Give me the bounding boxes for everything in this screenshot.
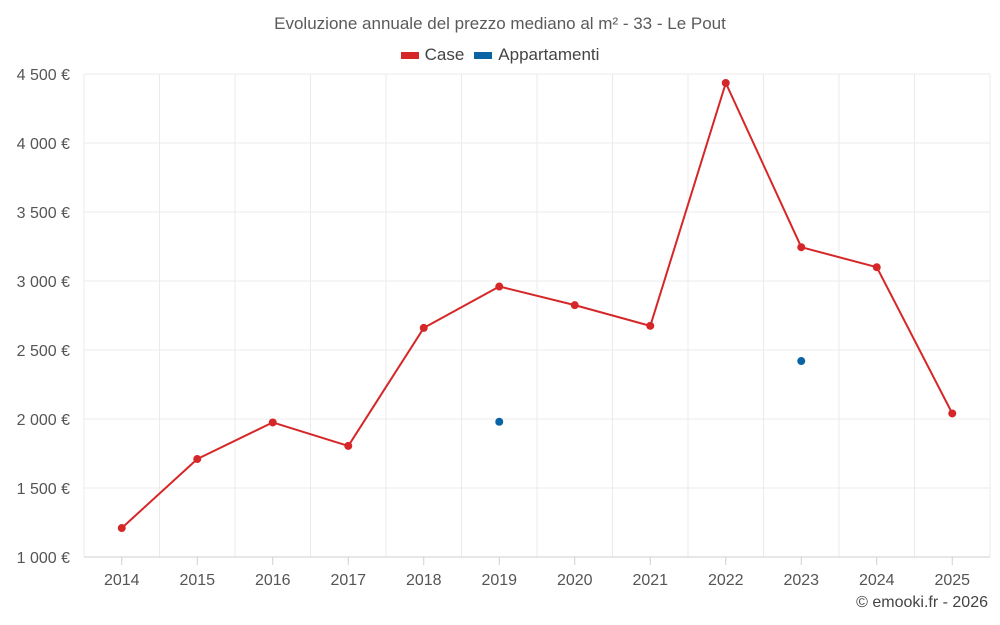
legend-swatch-appartamenti — [474, 51, 493, 59]
x-tick-label: 2018 — [406, 572, 442, 589]
x-tick-label: 2019 — [481, 572, 517, 589]
data-point-case — [872, 263, 881, 272]
legend-item-case[interactable]: Case — [400, 45, 465, 65]
y-tick-label: 1 000 € — [17, 550, 70, 567]
data-point-case — [797, 243, 806, 252]
grid — [83, 73, 991, 558]
x-tick-label: 2025 — [934, 572, 970, 589]
x-tick-label: 2023 — [783, 572, 819, 589]
x-tick-label: 2020 — [557, 572, 593, 589]
legend-label-case: Case — [424, 45, 465, 64]
data-point-appartamenti — [797, 357, 806, 366]
data-point-appartamenti — [495, 417, 504, 426]
series — [117, 78, 957, 533]
y-tick-label: 1 500 € — [17, 481, 70, 498]
legend-item-appartamenti[interactable]: Appartamenti — [474, 45, 599, 65]
legend-swatch-case — [400, 51, 419, 59]
data-point-case — [948, 409, 957, 418]
data-point-case — [721, 78, 730, 87]
data-point-case — [193, 455, 202, 464]
chart-legend: Case Appartamenti — [0, 45, 1000, 65]
y-tick-label: 3 000 € — [17, 274, 70, 291]
x-tick-label: 2022 — [708, 572, 744, 589]
data-point-case — [570, 301, 579, 310]
x-tick-label: 2017 — [330, 572, 366, 589]
data-point-case — [344, 441, 353, 450]
data-point-case — [268, 418, 277, 427]
y-tick-label: 4 500 € — [17, 67, 70, 84]
y-tick-label: 2 000 € — [17, 412, 70, 429]
data-point-case — [646, 321, 655, 330]
data-point-case — [419, 323, 428, 332]
axes: 1 000 € 1 500 € 2 000 € 2 500 € 3 000 € 3 500… — [17, 67, 990, 589]
x-tick-label: 2024 — [859, 572, 895, 589]
chart-title: Evoluzione annuale del prezzo mediano al… — [274, 14, 726, 33]
data-point-case — [495, 282, 504, 291]
y-tick-label: 4 000 € — [17, 136, 70, 153]
data-point-case — [117, 524, 126, 533]
series-line-case — [121, 82, 954, 529]
y-tick-label: 2 500 € — [17, 343, 70, 360]
x-tick-label: 2016 — [255, 572, 291, 589]
y-tick-label: 3 500 € — [17, 205, 70, 222]
legend-label-appartamenti: Appartamenti — [498, 45, 600, 64]
x-tick-label: 2015 — [179, 572, 215, 589]
x-tick-label: 2021 — [632, 572, 668, 589]
credit-label: © emooki.fr - 2026 — [856, 594, 988, 611]
x-tick-label: 2014 — [104, 572, 140, 589]
